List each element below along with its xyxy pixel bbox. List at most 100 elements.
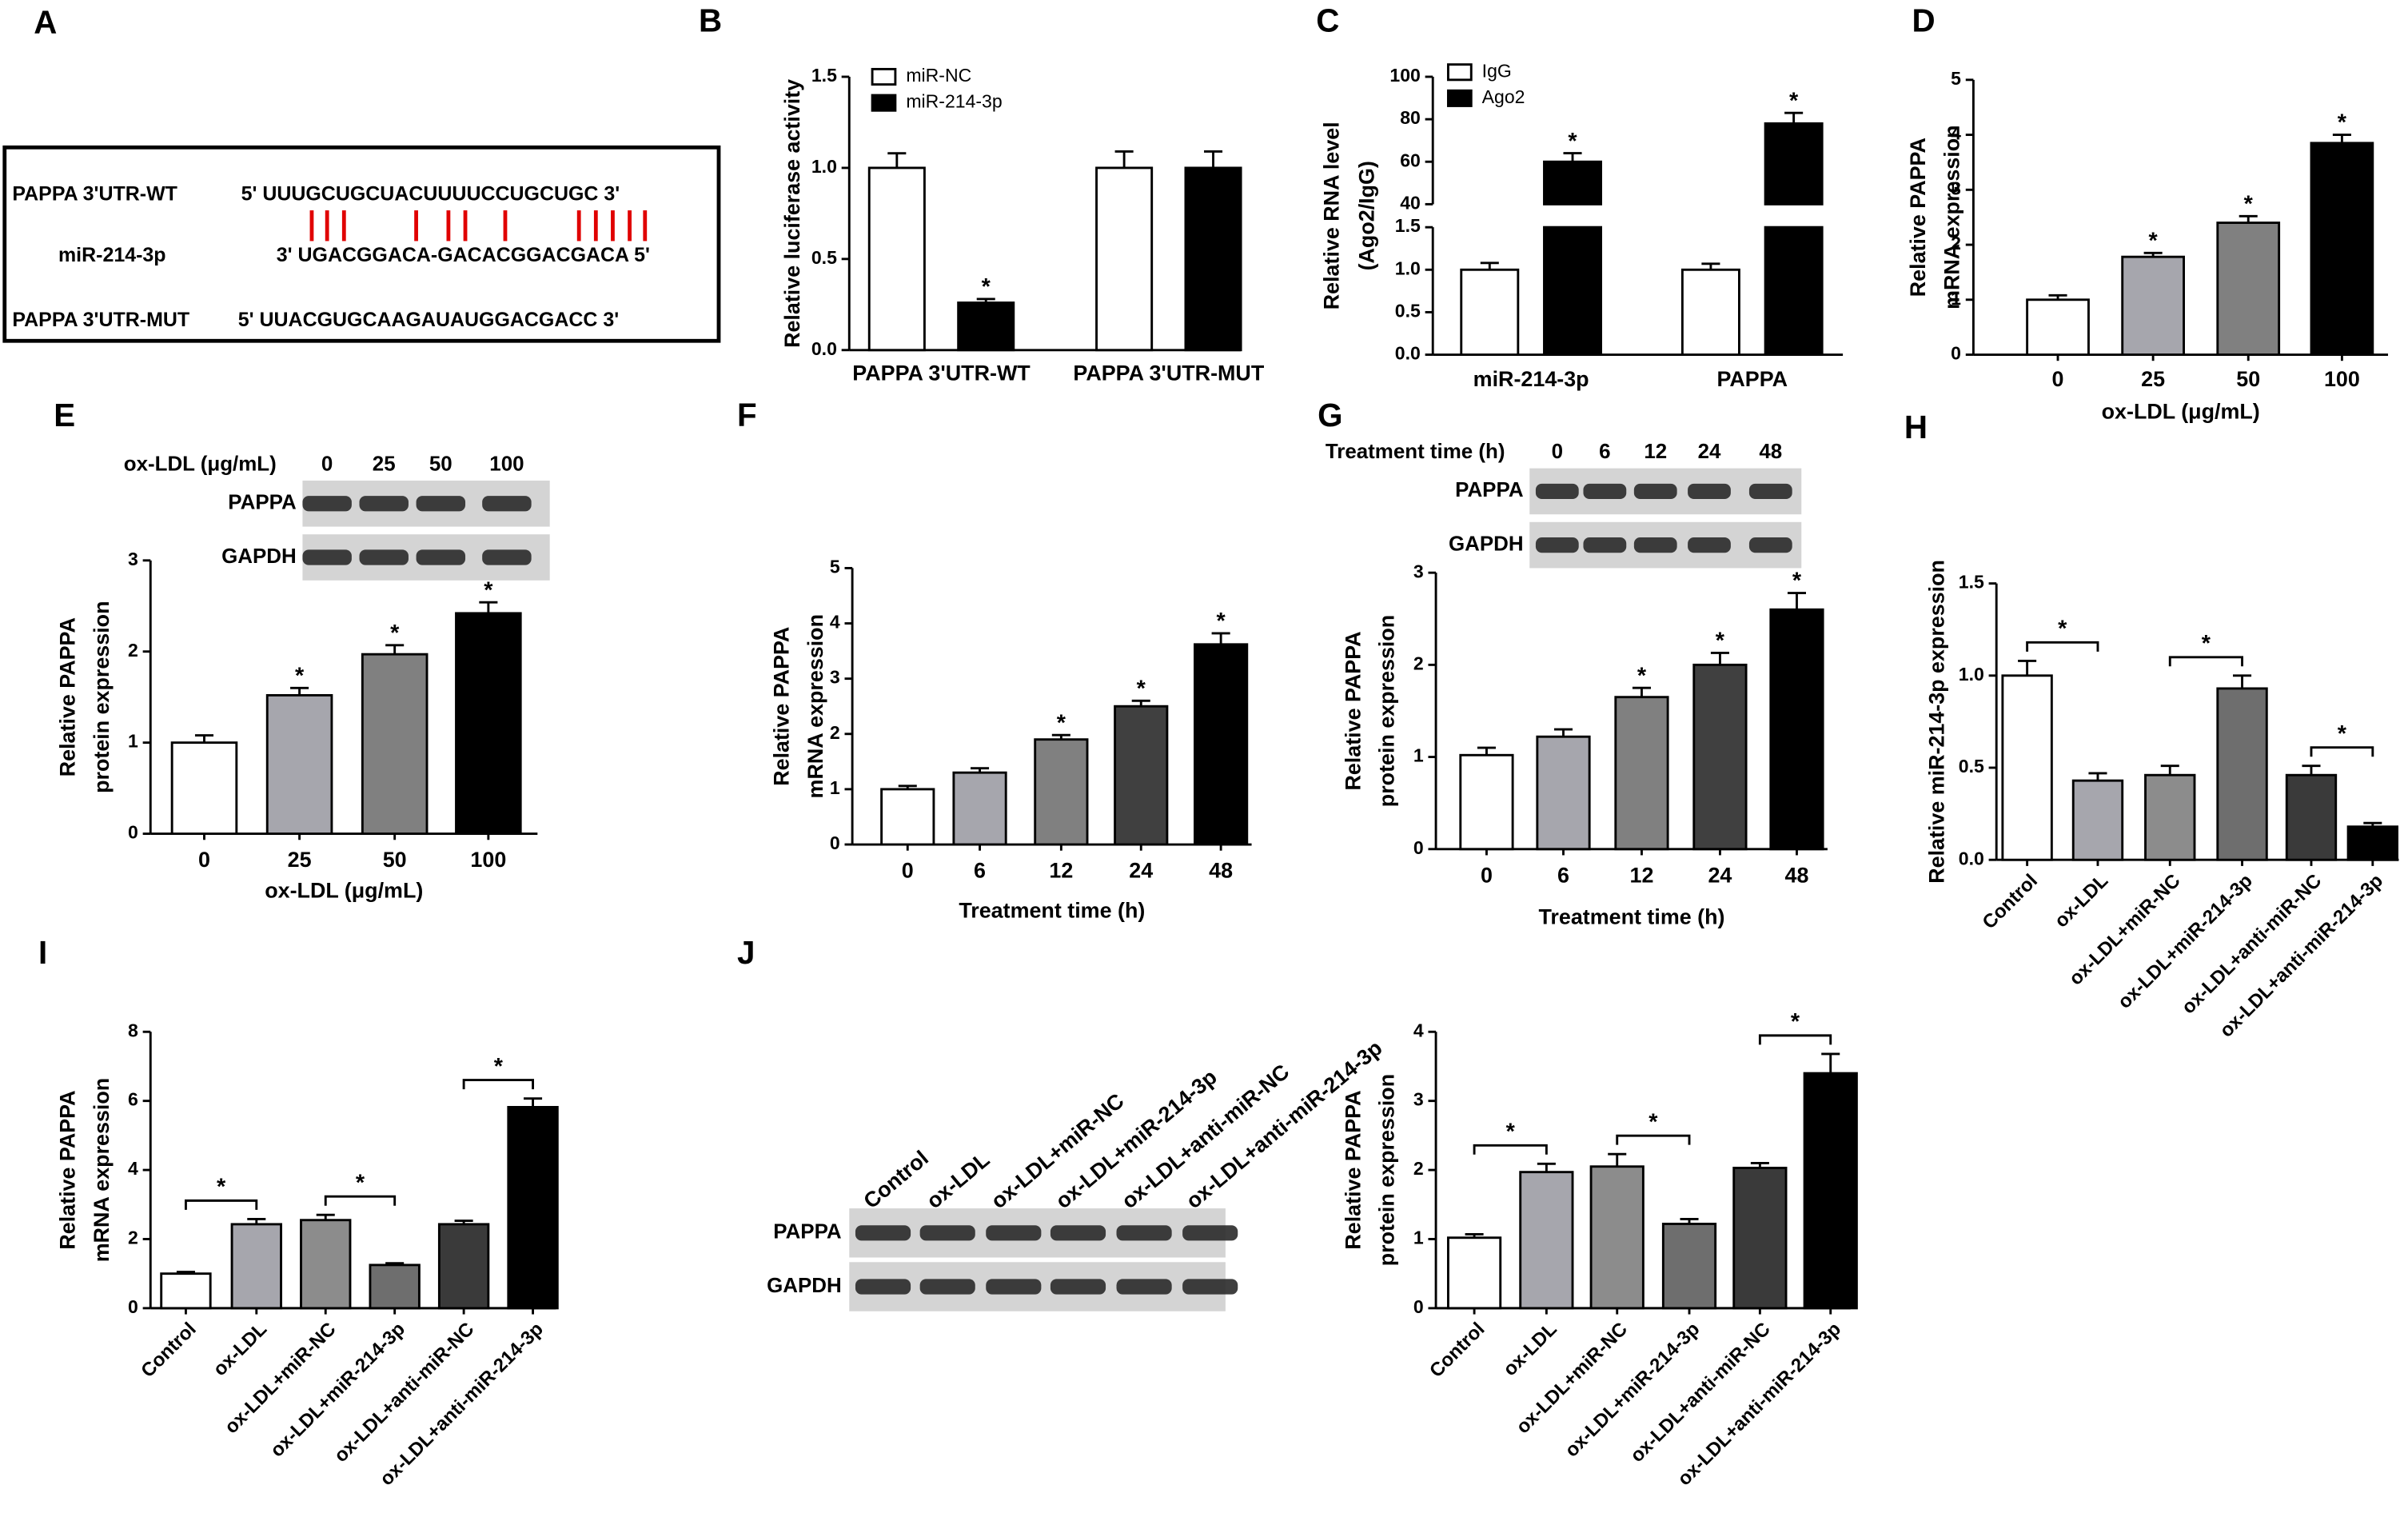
- bar: [1034, 738, 1089, 846]
- lane-label: 12: [1644, 441, 1667, 463]
- blot-band: [416, 496, 466, 512]
- y-axis-label: Relative PAPPA: [770, 627, 794, 786]
- bar: [2121, 255, 2185, 356]
- pairing-lines: [309, 210, 648, 242]
- bar: [265, 693, 333, 836]
- blot-band: [1748, 537, 1792, 553]
- comparison-bracket: [184, 1199, 258, 1210]
- significance: *: [2244, 191, 2254, 217]
- y-tick-label: 0.5: [1959, 756, 1984, 776]
- blot-band: [482, 549, 532, 565]
- y-tick-label: 3: [1413, 1089, 1424, 1110]
- y-axis-label: Relative PAPPA: [1341, 1091, 1365, 1250]
- bar: [2216, 222, 2281, 356]
- x-tick-label: ox-LDL+anti-miR-NC: [330, 1319, 479, 1467]
- x-tick-label: 100: [470, 848, 506, 872]
- bar: [1459, 753, 1514, 851]
- sequence-name: PAPPA 3'UTR-WT: [12, 182, 177, 205]
- y-axis-label: protein expression: [90, 601, 114, 792]
- legend-swatch: [1446, 89, 1473, 107]
- x-tick-label: 25: [2141, 367, 2165, 391]
- blot-header: Treatment time (h): [1326, 441, 1505, 463]
- x-tick-label: 0: [1481, 863, 1493, 887]
- y-tick-label: 4: [1413, 1020, 1424, 1040]
- x-tick-label: 0: [198, 848, 210, 872]
- blot-row-label: PAPPA: [228, 492, 297, 514]
- blot-band: [1688, 483, 1731, 500]
- significance: *: [1506, 1120, 1516, 1145]
- blot-band: [1535, 483, 1579, 500]
- bar: [1519, 1171, 1574, 1310]
- significance: *: [2202, 631, 2211, 657]
- y-tick-label: 4: [830, 612, 840, 633]
- y-tick-label: 3: [1413, 561, 1424, 581]
- comparison-bracket: [1473, 1144, 1548, 1155]
- blot-band: [1688, 537, 1731, 553]
- x-axis-label: Treatment time (h): [959, 899, 1145, 923]
- y-tick-label: 1.5: [811, 65, 837, 86]
- bar: [369, 1264, 421, 1310]
- bar: [1692, 663, 1748, 851]
- blot-band: [482, 496, 532, 512]
- significance: *: [356, 1170, 365, 1196]
- y-axis-label: Relative PAPPA: [56, 617, 80, 776]
- legend-swatch: [1446, 63, 1473, 82]
- x-tick-label: Control: [137, 1319, 200, 1382]
- x-tick-label: 0: [902, 859, 914, 883]
- y-tick-label: 4: [1951, 123, 1961, 144]
- x-tick-label: 12: [1630, 863, 1654, 887]
- legend-label: miR-NC: [906, 65, 971, 86]
- panel-letter: A: [34, 3, 57, 40]
- significance: *: [2338, 721, 2347, 747]
- x-tick-label: PAPPA 3'UTR-WT: [852, 361, 1031, 385]
- panel-letter: J: [737, 934, 755, 971]
- x-tick-label: 24: [1708, 863, 1732, 887]
- y-tick-label: 2: [128, 640, 138, 661]
- y-tick-label: 1: [1413, 1228, 1424, 1248]
- bar: [2026, 298, 2090, 356]
- significance: *: [1057, 710, 1066, 736]
- bar: [1732, 1167, 1788, 1310]
- lane-label: 100: [489, 453, 524, 476]
- x-tick-label: 25: [288, 848, 312, 872]
- y-tick-label: 0.0: [1395, 343, 1421, 364]
- bar: [1446, 1236, 1502, 1310]
- y-tick-label: 60: [1400, 150, 1421, 170]
- legend-swatch: [871, 94, 897, 112]
- blot-row-label: GAPDH: [767, 1275, 842, 1297]
- y-axis-label: (Ago2/IgG): [1355, 161, 1379, 270]
- bar: [1803, 1072, 1858, 1310]
- bar: [1095, 166, 1154, 352]
- bar: [1114, 705, 1169, 846]
- x-tick-label: ox-LDL: [1499, 1319, 1561, 1381]
- bar: [170, 741, 238, 836]
- x-tick-label: 24: [1129, 859, 1153, 883]
- blot-band: [919, 1225, 975, 1241]
- blot-band: [302, 549, 352, 565]
- y-axis-label: protein expression: [1375, 1074, 1399, 1266]
- y-axis-label: Relative PAPPA: [1906, 138, 1930, 297]
- y-tick-label: 2: [830, 722, 840, 743]
- blot-band: [1633, 483, 1677, 500]
- x-tick-label: ox-LDL+anti-miR-NC: [1626, 1319, 1775, 1467]
- y-tick-label: 5: [830, 557, 840, 577]
- y-axis-label: mRNA expression: [1940, 125, 1963, 309]
- bar: [230, 1223, 282, 1310]
- y-tick-label: 0: [1413, 1296, 1424, 1317]
- y-tick-label: 2: [1951, 233, 1961, 253]
- significance: *: [2058, 617, 2067, 642]
- comparison-bracket: [324, 1195, 397, 1206]
- y-tick-label: 4: [128, 1158, 138, 1179]
- bar: [1589, 1165, 1645, 1310]
- comparison-bracket: [1758, 1034, 1832, 1045]
- bar: [1764, 122, 1824, 206]
- x-tick-label: PAPPA: [1716, 367, 1788, 391]
- bar: [1661, 1223, 1717, 1310]
- bar: [160, 1272, 212, 1310]
- blot-header: ox-LDL (μg/mL): [124, 453, 277, 476]
- y-tick-label: 0.5: [811, 247, 837, 268]
- x-tick-label: 48: [1209, 859, 1233, 883]
- x-tick-label: ox-LDL: [2051, 870, 2113, 932]
- blot-row-label: PAPPA: [1455, 479, 1524, 501]
